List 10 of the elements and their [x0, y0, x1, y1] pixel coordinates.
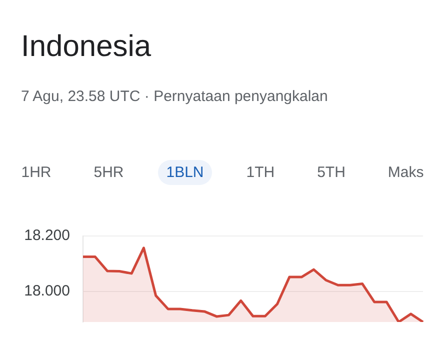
y-tick-label: 18.000	[24, 282, 70, 300]
text: 1BLN	[158, 160, 212, 185]
chart-subtitle: 7 Agu, 23.58 UTC · Pernyataan penyangkalan	[21, 87, 329, 107]
text: 5HR	[92, 163, 125, 183]
chart-title: Indonesia	[21, 30, 152, 64]
text: 1HR	[20, 163, 52, 183]
text: 1TH	[245, 163, 276, 183]
text: 5TH	[316, 163, 346, 183]
y-tick-label: 18.200	[24, 227, 70, 244]
text: Maks	[386, 163, 425, 183]
